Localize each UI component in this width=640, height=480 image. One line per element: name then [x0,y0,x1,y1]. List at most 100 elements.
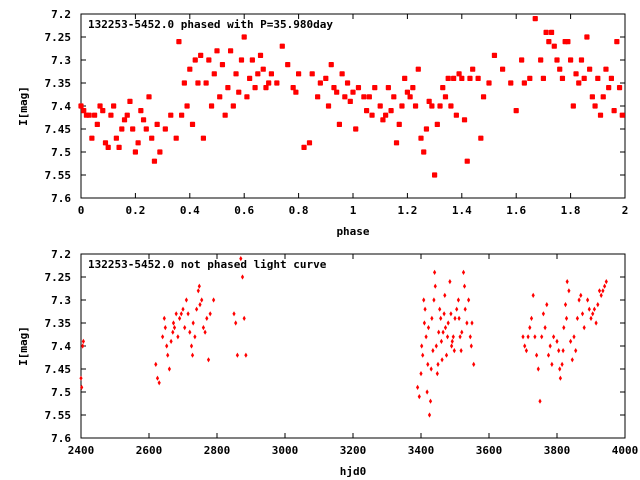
unphased-data-point [470,320,474,326]
unphased-data-point [200,297,204,303]
phased-data-point [519,57,525,63]
unphased-data-point [435,371,439,377]
phased-data-point [336,121,342,127]
phased-data-point [236,89,242,95]
phased-data-point [486,80,492,86]
unphased-data-point [594,320,598,326]
unphased-data-point [596,302,600,308]
unphased-data-point [169,338,173,344]
unphased-data-point [240,274,245,280]
unphased-data-point [538,398,542,404]
phased-data-point [187,66,193,72]
phased-data-point [434,121,440,127]
unphased-data-point [426,361,430,367]
unphased-data-point [533,334,537,340]
unphased-x-tick-label: 2800 [204,444,231,457]
phased-data-point [113,135,119,141]
unphased-data-point [205,315,209,321]
phased-data-point [157,149,163,155]
phased-data-point [589,94,595,100]
phased-data-point [225,85,231,91]
phased-data-point [154,121,160,127]
phased-data-point [119,126,125,132]
phased-data-point [597,112,604,118]
phased-data-point [257,52,264,58]
phased-data-point [317,80,323,86]
phased-data-point [94,121,100,127]
unphased-data-point [201,325,205,331]
phased-data-point [383,112,389,118]
phased-data-point [198,52,204,58]
phased-y-tick-label: 7.3 [51,54,71,67]
unphased-data-point [172,325,177,331]
unphased-data-point [437,329,441,335]
unphased-data-point [171,329,175,335]
phased-x-axis-label: phase [336,225,369,238]
unphased-data-point [432,297,436,303]
phased-data-point [339,71,345,77]
unphased-y-axis-label: I[mag] [17,326,30,366]
unphased-data-point [239,256,243,262]
phased-data-point [195,80,201,86]
unphased-data-point [444,352,449,358]
unphased-data-point [79,375,83,381]
phased-data-point [105,144,111,150]
phased-data-point [410,85,416,91]
unphased-x-tick-label: 4000 [612,444,639,457]
unphased-data-point [589,315,593,321]
phased-data-point [543,29,549,35]
phased-data-point [407,94,413,100]
unphased-x-tick-label: 2400 [68,444,95,457]
phased-data-point [111,103,117,109]
unphased-data-point [179,311,183,317]
phased-data-point [138,108,144,114]
unphased-data-point [212,297,216,303]
unphased-data-point [434,343,438,349]
phased-data-point [570,103,576,109]
unphased-data-point [80,384,84,390]
unphased-data-point [521,334,525,340]
unphased-data-point [422,320,426,326]
unphased-data-point [580,311,585,317]
unphased-data-point [472,361,476,367]
unphased-data-point [429,366,433,372]
unphased-data-point [193,334,197,340]
phased-data-point [432,172,438,178]
phased-data-point [135,140,141,146]
unphased-data-point [162,315,166,321]
phased-data-point [423,126,430,132]
unphased-data-point [528,325,532,331]
unphased-data-point [453,315,457,321]
unphased-data-point [577,297,581,303]
phased-data-point [467,75,473,81]
unphased-x-axis-label: hjd0 [340,465,367,478]
unphased-data-point [575,315,579,321]
unphased-data-point [176,334,180,340]
phased-data-point [214,48,220,54]
unphased-data-point [550,361,554,367]
unphased-data-point [184,297,188,303]
unphased-data-point [189,343,194,349]
unphased-data-point [524,348,528,354]
unphased-data-point [417,394,421,400]
phased-data-point [576,80,582,86]
unphased-data-point [449,311,453,317]
phased-data-point [440,85,446,91]
phased-data-point [249,57,255,63]
unphased-data-point [529,315,534,321]
unphased-data-point [234,320,238,326]
unphased-data-point [579,292,583,298]
phased-data-point [606,85,612,91]
unphased-data-point [546,352,551,358]
phased-data-point [451,75,457,81]
unphased-y-tick-label: 7.6 [51,432,71,445]
phased-data-point [480,94,487,100]
unphased-data-point [462,283,467,289]
phased-plot-frame [80,13,626,199]
phased-data-point [184,103,190,109]
phased-data-point [548,29,555,35]
phased-data-point [86,112,92,118]
unphased-data-point [457,315,461,321]
phased-data-point [461,117,468,123]
phased-data-point [475,75,481,81]
